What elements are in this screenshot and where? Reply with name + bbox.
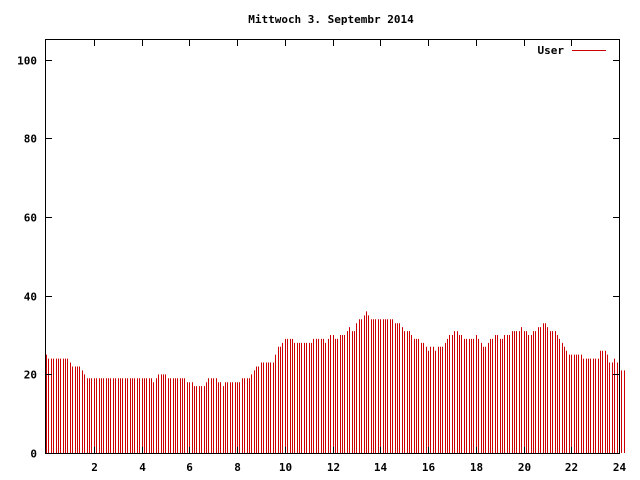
y-tick-label: 80	[24, 133, 37, 146]
y-tick-label: 40	[24, 291, 37, 304]
chart-title: Mittwoch 3. Septembr 2014	[248, 13, 414, 26]
x-tick-label: 12	[327, 461, 340, 474]
x-tick-label: 8	[234, 461, 241, 474]
x-tick-label: 20	[518, 461, 531, 474]
x-tick-label: 4	[139, 461, 146, 474]
y-tick-label: 20	[24, 369, 37, 382]
x-tick-label: 24	[613, 461, 627, 474]
legend-label-user: User	[538, 44, 565, 57]
x-tick-label: 14	[374, 461, 388, 474]
x-tick-label: 10	[279, 461, 292, 474]
x-tick-label: 18	[470, 461, 483, 474]
bar-series-user	[46, 311, 625, 453]
y-tick-label: 60	[24, 212, 37, 225]
x-tick-label: 2	[91, 461, 98, 474]
y-tick-label: 0	[30, 448, 37, 461]
plot-frame	[45, 39, 620, 454]
y-tick-label: 100	[17, 55, 37, 68]
y-axis: 0 20 40 60 80 100	[17, 55, 619, 461]
legend: User	[538, 44, 606, 57]
x-tick-label: 6	[186, 461, 193, 474]
x-tick-label: 22	[565, 461, 578, 474]
x-axis: 2 4 6 8 10 12 14 16 18 20 22 24	[91, 40, 626, 474]
x-tick-label: 16	[422, 461, 436, 474]
